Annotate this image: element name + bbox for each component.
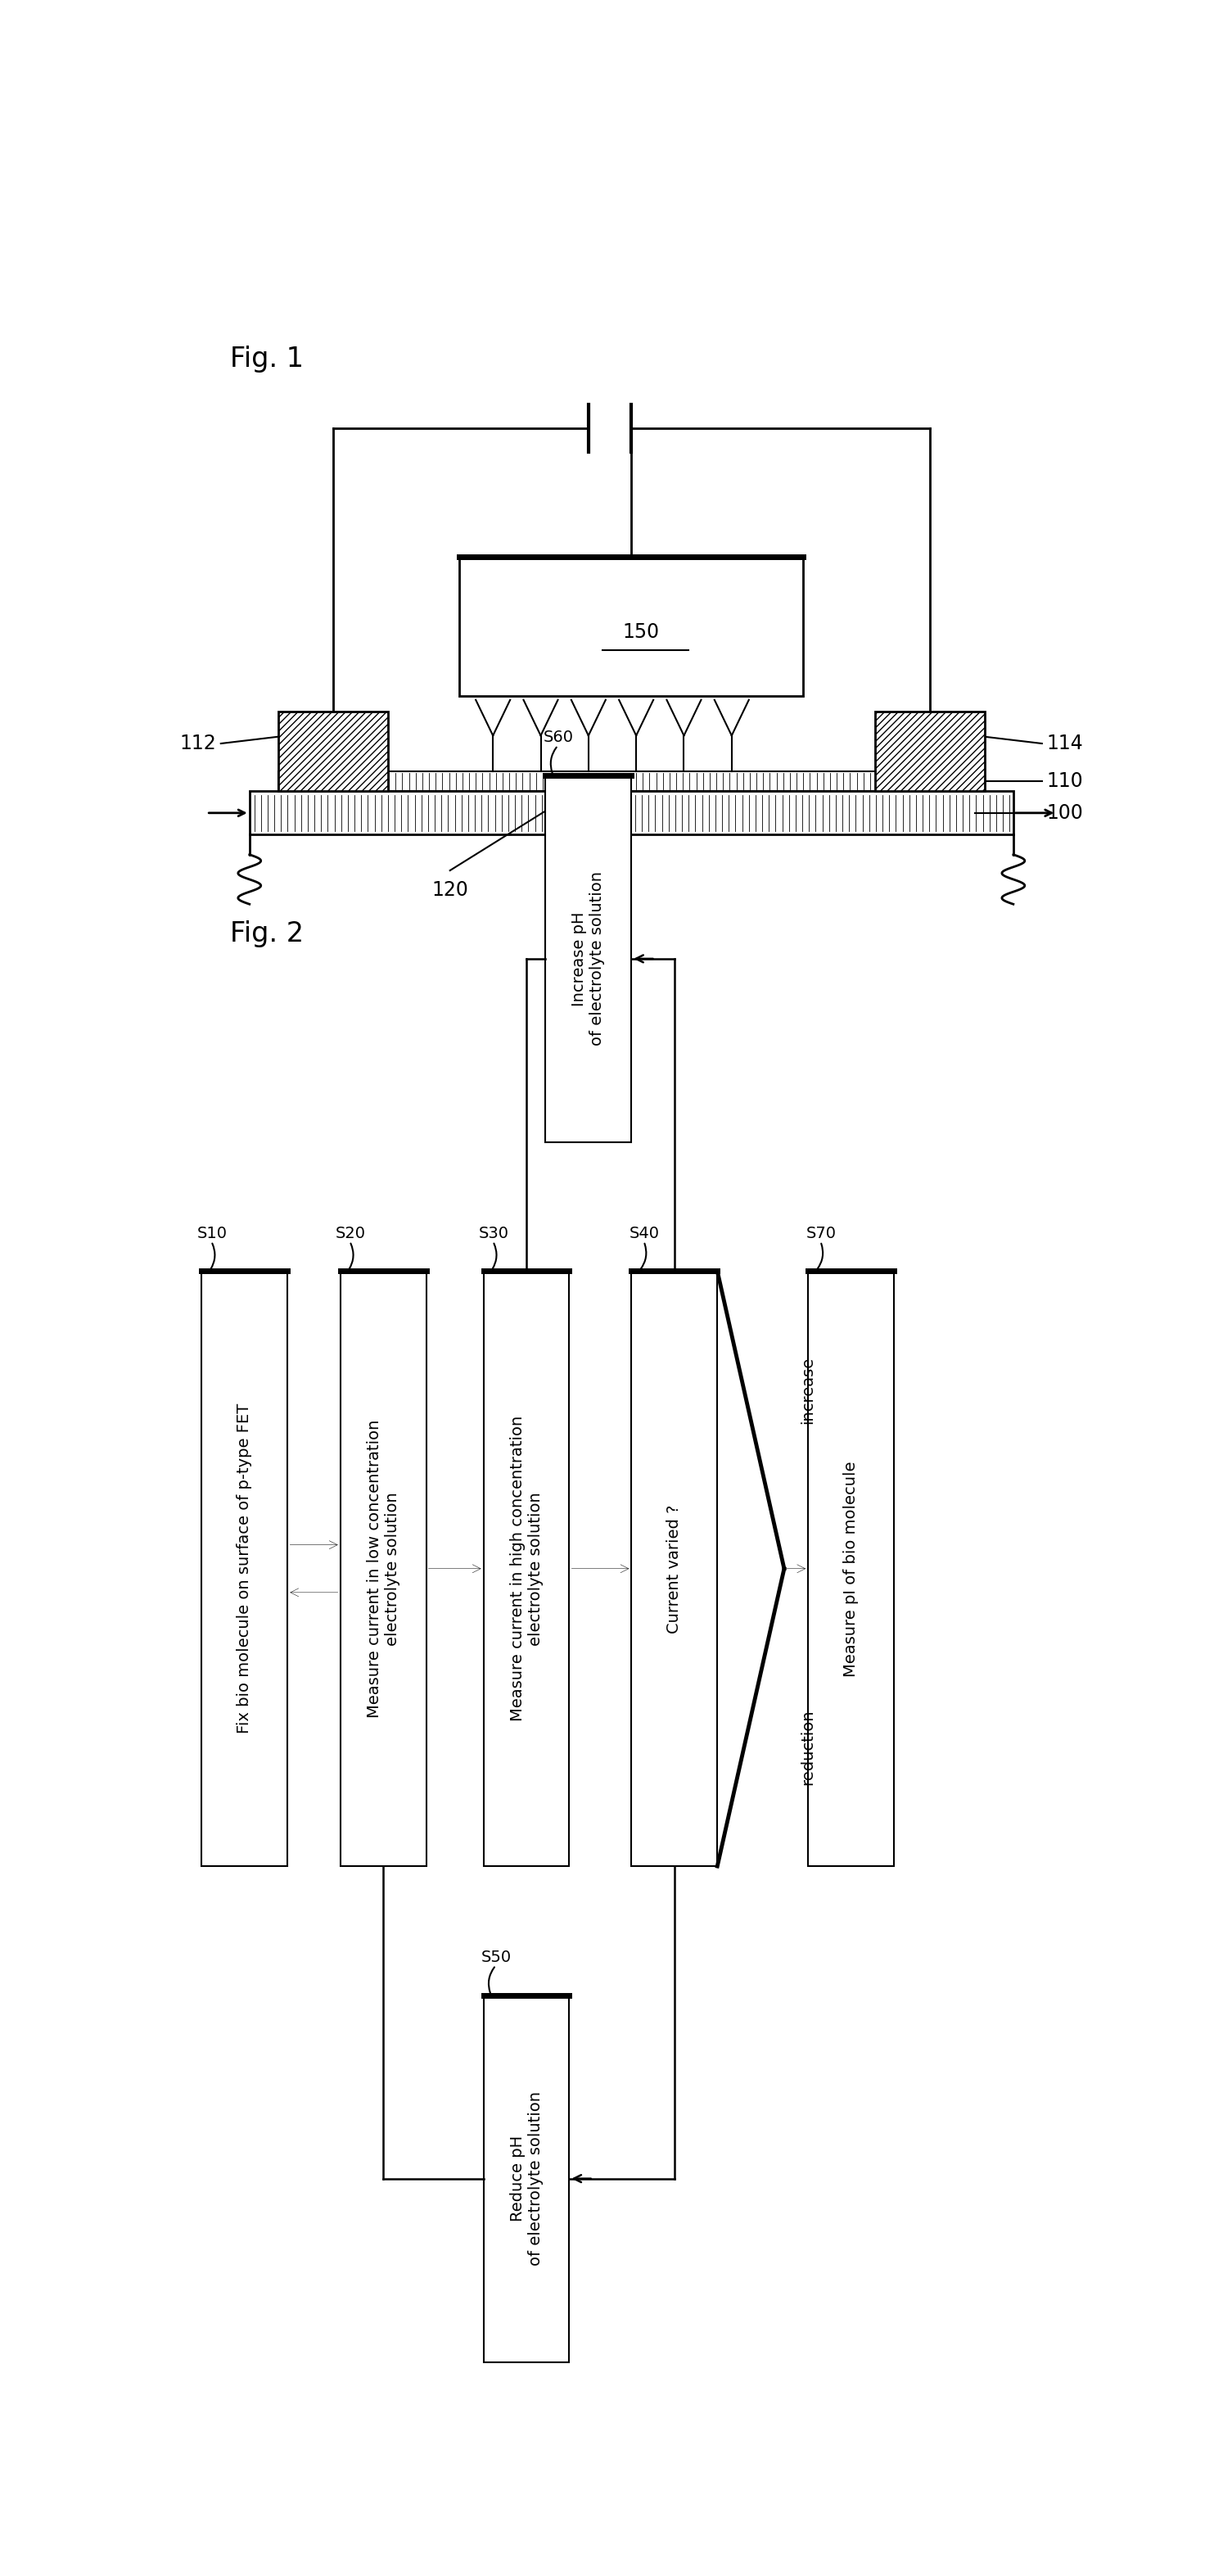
Bar xyxy=(808,1270,894,1865)
Text: S50: S50 xyxy=(482,1950,511,1965)
Text: Fig. 1: Fig. 1 xyxy=(230,345,304,371)
Bar xyxy=(483,1270,569,1865)
Bar xyxy=(632,1270,717,1865)
Bar xyxy=(202,1270,288,1865)
Bar xyxy=(249,791,1013,835)
Text: 112: 112 xyxy=(180,734,216,752)
Text: 120: 120 xyxy=(431,881,468,899)
Bar xyxy=(460,556,803,696)
Bar xyxy=(483,1994,569,2362)
Bar xyxy=(278,711,388,791)
Text: Increase pH
of electrolyte solution: Increase pH of electrolyte solution xyxy=(572,871,605,1046)
Text: reduction: reduction xyxy=(801,1710,816,1785)
Text: S70: S70 xyxy=(806,1226,837,1242)
Text: 150: 150 xyxy=(622,623,659,641)
Text: 114: 114 xyxy=(1047,734,1083,752)
Bar xyxy=(278,770,984,791)
Text: S20: S20 xyxy=(335,1226,366,1242)
Text: Current varied ?: Current varied ? xyxy=(667,1504,683,1633)
Text: increase: increase xyxy=(801,1358,816,1425)
Text: Measure current in low concentration
electrolyte solution: Measure current in low concentration ele… xyxy=(366,1419,400,1718)
Bar xyxy=(340,1270,426,1865)
Text: 110: 110 xyxy=(1047,770,1083,791)
Text: Reduce pH
of electrolyte solution: Reduce pH of electrolyte solution xyxy=(510,2092,543,2267)
Text: Fix bio molecule on surface of p-type FET: Fix bio molecule on surface of p-type FE… xyxy=(237,1404,253,1734)
Text: 100: 100 xyxy=(1047,804,1083,822)
Text: S60: S60 xyxy=(543,729,574,744)
Bar xyxy=(875,711,984,791)
Text: S40: S40 xyxy=(630,1226,660,1242)
Text: Measure current in high concentration
electrolyte solution: Measure current in high concentration el… xyxy=(510,1417,543,1721)
Text: S10: S10 xyxy=(197,1226,227,1242)
Bar xyxy=(546,775,632,1141)
Text: S30: S30 xyxy=(479,1226,509,1242)
Text: Fig. 2: Fig. 2 xyxy=(230,920,304,948)
Text: Measure pI of bio molecule: Measure pI of bio molecule xyxy=(843,1461,859,1677)
